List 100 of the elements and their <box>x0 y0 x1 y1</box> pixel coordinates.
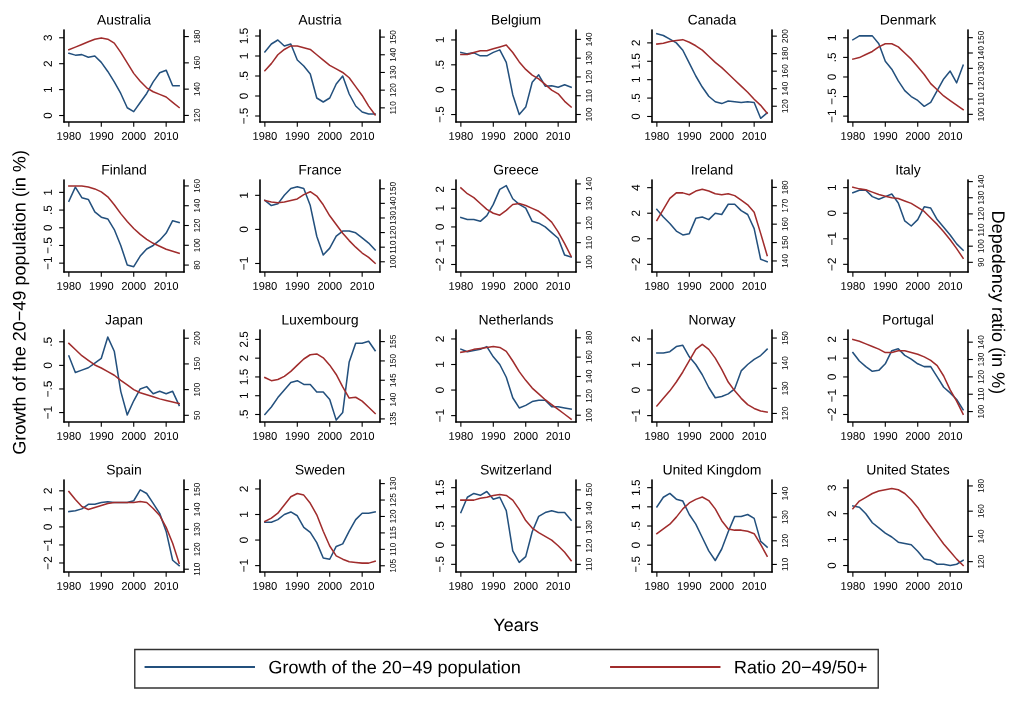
y2-tick-label: 150 <box>193 482 200 496</box>
y2-tick-label: 100 <box>389 255 396 269</box>
y2-tick-label: 100 <box>977 239 984 253</box>
y2-tick-label: 180 <box>781 47 788 60</box>
y-tick-label: −2 <box>827 408 836 421</box>
y-tick-label: −2 <box>827 258 836 271</box>
x-tick-label: 1980 <box>645 282 669 290</box>
y2-tick-label: 180 <box>781 180 788 194</box>
x-tick-label: 1990 <box>285 282 310 290</box>
y-tick-label: 1 <box>435 205 444 211</box>
y-tick-label: 1.5 <box>631 53 640 69</box>
y-tick-label: 1.5 <box>239 369 248 385</box>
y2-tick-label: 120 <box>193 108 200 122</box>
y2-tick-label: 155 <box>390 334 396 348</box>
x-tick-label: 2000 <box>317 282 342 290</box>
x-tick-label: 2010 <box>742 282 767 290</box>
x-tick-label: 2000 <box>709 132 734 140</box>
y-tick-label: 1 <box>43 189 52 195</box>
y2-tick-label: 140 <box>781 356 788 370</box>
y2-tick-label: 130 <box>977 61 984 75</box>
x-tick-label: 2000 <box>905 132 930 140</box>
y-tick-label: 1 <box>631 361 640 367</box>
y2-tick-label: 130 <box>781 510 788 524</box>
y2-tick-label: 110 <box>389 101 396 114</box>
y2-tick-label: 150 <box>389 30 396 44</box>
y2-tick-label: 120 <box>977 370 984 384</box>
y-tick-label: 0 <box>435 224 444 230</box>
y-tick-label: 2 <box>43 61 52 67</box>
x-tick-label: 1990 <box>873 582 898 590</box>
y2-tick-label: 140 <box>781 82 788 96</box>
y-tick-label: 2 <box>43 488 52 494</box>
y-tick-label: −1 <box>827 109 836 123</box>
x-tick-label: 1980 <box>449 432 473 440</box>
chart-title: Japan <box>105 314 143 328</box>
y2-tick-label: 120 <box>585 389 592 403</box>
y-tick-label: 1 <box>827 184 836 191</box>
y2-tick-label: 140 <box>193 82 200 96</box>
y2-tick-label: 100 <box>193 238 200 252</box>
y2-tick-label: 150 <box>389 182 396 196</box>
y-tick-label: .5 <box>43 205 52 214</box>
y-tick-label: .5 <box>827 52 836 62</box>
y2-tick-label: 160 <box>781 217 788 231</box>
y-tick-label: 0 <box>239 537 248 543</box>
y-tick-label: 2 <box>631 210 640 216</box>
x-tick-label: 1990 <box>481 432 506 440</box>
y-tick-label: −2 <box>631 258 640 271</box>
y-tick-label: −1 <box>239 559 248 572</box>
chart-title: United Kingdom <box>663 464 761 478</box>
line-series <box>460 44 572 108</box>
line-series <box>264 353 376 415</box>
y-tick-label: 1 <box>43 506 52 512</box>
y2-tick-label: 140 <box>389 392 396 406</box>
y2-tick-label: 150 <box>585 483 592 497</box>
line-series <box>68 342 180 405</box>
x-tick-label: 2010 <box>938 582 963 590</box>
y-tick-label: −2 <box>435 258 444 271</box>
x-tick-label: 1990 <box>873 432 898 440</box>
y2-tick-label: 110 <box>977 92 984 106</box>
y2-tick-label: 120 <box>389 509 396 523</box>
y-tick-label: 2.5 <box>239 331 248 347</box>
x-tick-label: 1980 <box>841 132 865 140</box>
y-tick-label: −.5 <box>239 108 248 124</box>
y2-tick-label: 170 <box>781 199 788 213</box>
y-tick-label: 1 <box>827 35 836 41</box>
y2-tick-label: 180 <box>585 331 592 345</box>
y-tick-label: 0 <box>827 562 836 569</box>
y2-axis-title: Depedency ratio (in %) <box>988 212 1006 394</box>
y2-tick-label: 130 <box>977 191 984 205</box>
y2-tick-label: 140 <box>977 46 984 60</box>
y2-tick-label: 130 <box>585 51 592 65</box>
line-series <box>852 505 964 567</box>
y2-tick-label: 130 <box>389 211 396 225</box>
x-tick-label: 2010 <box>154 582 179 590</box>
x-tick-label: 2010 <box>154 282 179 290</box>
y-tick-label: 0 <box>827 374 836 380</box>
chart-title: Finland <box>102 164 146 175</box>
y-tick-label: 0 <box>43 112 52 119</box>
y2-tick-label: 110 <box>977 387 984 401</box>
y2-tick-label: 120 <box>781 406 788 420</box>
y-tick-label: 0 <box>435 86 444 93</box>
y2-tick-label: 110 <box>389 543 396 556</box>
chart-title: Italy <box>896 164 921 178</box>
y2-tick-label: 150 <box>781 331 788 345</box>
x-tick-label: 1990 <box>285 582 310 590</box>
y2-tick-label: 110 <box>585 236 592 249</box>
y-tick-label: 1 <box>43 86 52 92</box>
y2-tick-label: 140 <box>977 174 984 188</box>
x-tick-label: 1980 <box>449 282 473 290</box>
y2-tick-label: 140 <box>781 254 788 268</box>
y-tick-label: 0 <box>631 387 640 393</box>
y2-tick-label: 100 <box>585 255 592 269</box>
x-tick-label: 1990 <box>89 132 114 140</box>
y-tick-label: 3 <box>43 35 52 41</box>
chart-title: Sweden <box>295 464 345 475</box>
y2-tick-label: 180 <box>977 479 984 493</box>
x-tick-label: 2000 <box>513 582 538 590</box>
y2-tick-label: 120 <box>781 534 788 548</box>
y-tick-label: 2 <box>827 511 836 517</box>
y-tick-label: 0 <box>435 387 444 393</box>
x-tick-label: 1990 <box>873 132 898 140</box>
